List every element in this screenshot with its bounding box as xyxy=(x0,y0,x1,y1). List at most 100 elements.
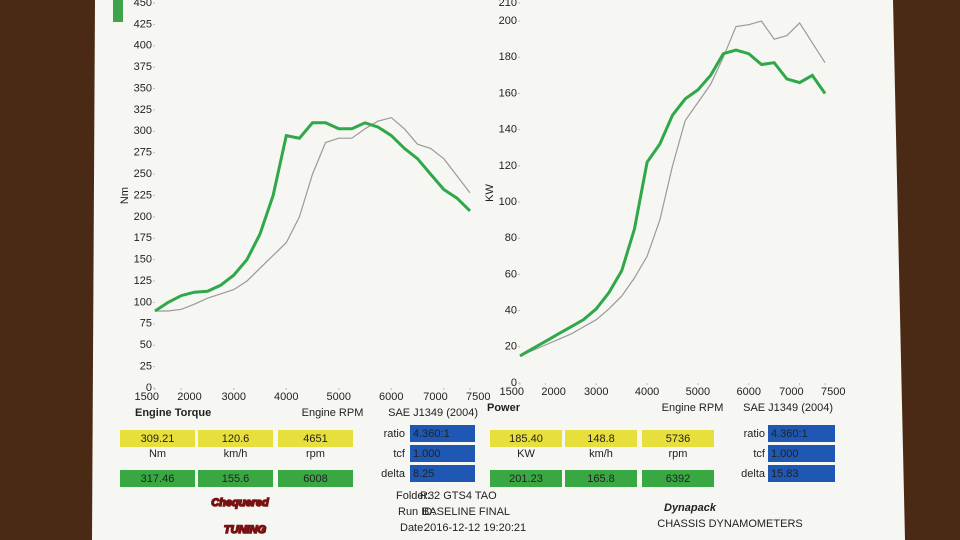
readout-bottom: 6392 xyxy=(666,473,690,485)
y-tick-label: 425 xyxy=(134,18,152,30)
logo-left-sub: TUNING xyxy=(224,524,267,536)
y-tick-label: 50 xyxy=(140,339,152,351)
x-tick-label: 3000 xyxy=(584,386,608,398)
readout-top: 5736 xyxy=(666,433,690,445)
y-tick-label: 180 xyxy=(499,51,517,63)
run-info-label: Run ID: xyxy=(398,506,435,518)
y-tick-label: 25 xyxy=(140,361,152,373)
logo-right: Dynapack xyxy=(664,502,717,514)
readout-top: 185.40 xyxy=(509,433,543,445)
y-tick-label: 300 xyxy=(134,125,152,137)
y-tick-label: 120 xyxy=(499,160,517,172)
y-tick-label: 0 xyxy=(146,382,152,394)
x-tick-label: 7500 xyxy=(466,391,490,403)
x-tick-label: 7500 xyxy=(821,386,845,398)
readout-top: 4651 xyxy=(303,433,327,445)
y-axis-label: Nm xyxy=(119,187,131,204)
y-tick-label: 225 xyxy=(134,189,152,201)
x-tick-label: 7000 xyxy=(779,386,803,398)
param-value: 1.000 xyxy=(771,448,799,460)
param-label: delta xyxy=(741,468,766,480)
readout-cell xyxy=(490,430,562,447)
readout-top: 120.6 xyxy=(222,433,250,445)
param-cell xyxy=(768,465,835,482)
y-tick-label: 175 xyxy=(134,232,152,244)
chart-title: Engine Torque xyxy=(135,407,211,419)
readout-cell xyxy=(278,470,353,487)
readout-bottom: 165.8 xyxy=(587,473,615,485)
y-tick-label: 60 xyxy=(505,268,517,280)
readout-units: rpm xyxy=(306,448,325,460)
chart-title: Power xyxy=(487,402,521,414)
x-tick-label: 1500 xyxy=(500,386,524,398)
logo-left: Chequered xyxy=(211,497,269,509)
y-tick-label: 450 xyxy=(134,0,152,9)
y-axis-label: KW xyxy=(484,184,496,202)
y-tick-label: 100 xyxy=(499,196,517,208)
y-tick-label: 375 xyxy=(134,61,152,73)
param-value: 15.83 xyxy=(771,468,799,480)
param-label: ratio xyxy=(384,428,405,440)
y-tick-label: 80 xyxy=(505,232,517,244)
readout-cell xyxy=(642,430,714,447)
y-tick-label: 350 xyxy=(134,82,152,94)
param-cell xyxy=(768,445,835,462)
readout-cell xyxy=(278,430,353,447)
y-tick-label: 150 xyxy=(134,254,152,266)
standard-label: SAE J1349 (2004) xyxy=(388,407,478,419)
x-axis-label: Engine RPM xyxy=(662,402,724,414)
series-line xyxy=(154,121,472,313)
x-axis-label: Engine RPM xyxy=(302,407,364,419)
param-value: 1.000 xyxy=(413,448,441,460)
run-info-label: Folder: xyxy=(396,490,430,502)
run-info-value: 2016-12-12 19:20:21 xyxy=(424,522,526,534)
standard-label: SAE J1349 (2004) xyxy=(743,402,833,414)
color-strip xyxy=(113,0,123,22)
series-line xyxy=(519,20,826,357)
run-info-label: Date: xyxy=(400,522,426,534)
y-tick-label: 325 xyxy=(134,104,152,116)
y-tick-label: 40 xyxy=(505,305,517,317)
readout-top: 309.21 xyxy=(141,433,175,445)
x-tick-label: 4000 xyxy=(274,391,298,403)
x-tick-label: 6000 xyxy=(379,391,403,403)
param-value: 8.25 xyxy=(413,468,434,480)
param-cell xyxy=(410,425,475,442)
param-label: tcf xyxy=(753,448,766,460)
param-cell xyxy=(768,425,835,442)
x-tick-label: 5000 xyxy=(686,386,710,398)
y-tick-label: 275 xyxy=(134,147,152,159)
readout-units: km/h xyxy=(589,448,613,460)
readout-top: 148.8 xyxy=(587,433,615,445)
y-tick-label: 160 xyxy=(499,87,517,99)
readout-bottom: 155.6 xyxy=(222,473,250,485)
readout-cell xyxy=(565,430,637,447)
run-info-value: BASELINE FINAL xyxy=(422,506,510,518)
readout-units: Nm xyxy=(149,448,166,460)
readout-cell xyxy=(565,470,637,487)
y-tick-label: 250 xyxy=(134,168,152,180)
series-line xyxy=(519,48,827,358)
readout-bottom: 201.23 xyxy=(509,473,543,485)
param-value: 4.360:1 xyxy=(413,428,450,440)
y-tick-label: 400 xyxy=(134,40,152,52)
x-tick-label: 6000 xyxy=(737,386,761,398)
x-tick-label: 5000 xyxy=(327,391,351,403)
y-tick-label: 75 xyxy=(140,318,152,330)
y-tick-label: 100 xyxy=(134,296,152,308)
x-tick-label: 1500 xyxy=(135,391,159,403)
readout-cell xyxy=(198,430,273,447)
param-label: ratio xyxy=(744,428,765,440)
x-tick-label: 2000 xyxy=(177,391,201,403)
logo-right-sub: CHASSIS DYNAMOMETERS xyxy=(657,518,802,530)
x-tick-label: 7000 xyxy=(423,391,447,403)
y-tick-label: 20 xyxy=(505,341,517,353)
readout-units: rpm xyxy=(669,448,688,460)
readout-units: KW xyxy=(517,448,535,460)
param-label: tcf xyxy=(393,448,406,460)
x-tick-label: 2000 xyxy=(541,386,565,398)
param-cell xyxy=(410,445,475,462)
y-tick-label: 125 xyxy=(134,275,152,287)
readout-cell xyxy=(198,470,273,487)
